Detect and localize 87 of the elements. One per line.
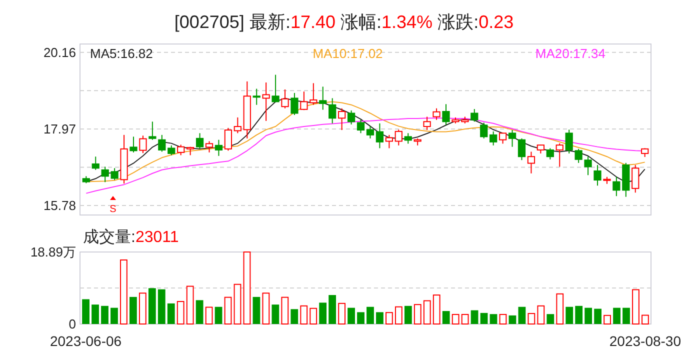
bar xyxy=(328,295,336,324)
bar xyxy=(158,289,166,324)
bar xyxy=(101,306,108,324)
candlestick xyxy=(376,122,384,149)
x-tick-label: 2023-08-30 xyxy=(609,333,682,349)
candlestick xyxy=(290,92,298,116)
bar xyxy=(167,303,175,324)
bar xyxy=(508,315,516,324)
candlestick xyxy=(148,121,156,140)
candlestick xyxy=(224,127,232,152)
candlestick xyxy=(546,148,554,160)
candlestick xyxy=(470,108,478,122)
y-tick-label: 20.16 xyxy=(43,44,76,60)
candlestick xyxy=(338,108,346,131)
candlestick xyxy=(556,142,564,168)
bar xyxy=(129,296,137,324)
bar xyxy=(546,314,554,324)
bar xyxy=(214,306,222,324)
candlestick xyxy=(527,151,536,174)
bar xyxy=(319,302,327,324)
candlestick xyxy=(490,130,498,146)
candlestick xyxy=(356,119,365,134)
chart-title: 成交量:23011 xyxy=(83,228,179,246)
y-tick-label: 18.89万 xyxy=(30,244,76,260)
bar xyxy=(366,306,374,324)
bar xyxy=(584,308,592,324)
annotation: S xyxy=(110,204,117,215)
bar xyxy=(290,309,298,324)
bar xyxy=(480,312,488,324)
bar xyxy=(566,306,574,324)
candlestick xyxy=(366,126,374,139)
bar xyxy=(404,306,412,324)
bar xyxy=(622,308,630,324)
candlestick xyxy=(498,132,507,144)
text: MA20:17.34 xyxy=(535,46,606,61)
candlestick xyxy=(319,86,327,110)
bar xyxy=(82,299,90,324)
candlestick xyxy=(347,110,356,125)
candlestick xyxy=(234,116,242,134)
candlestick xyxy=(92,156,100,170)
candlestick xyxy=(518,138,526,161)
bar xyxy=(490,314,498,324)
chart-title: [002705] 最新:17.40 涨幅:1.34% 涨跌:0.23 xyxy=(174,12,514,32)
candlestick xyxy=(262,82,270,122)
y-tick-label: 0 xyxy=(68,316,76,332)
candlestick xyxy=(281,88,289,109)
candlestick xyxy=(158,134,166,152)
candlestick xyxy=(139,135,147,154)
x-tick-label: 2023-06-06 xyxy=(50,333,122,349)
candlestick xyxy=(442,104,450,126)
candlestick xyxy=(480,122,488,139)
y-tick-label: 17.97 xyxy=(43,122,76,137)
bar xyxy=(272,304,280,324)
bar xyxy=(110,308,118,324)
candlestick xyxy=(168,144,176,156)
candlestick xyxy=(594,164,602,186)
candlestick xyxy=(205,140,214,153)
candlestick xyxy=(130,136,138,153)
bar xyxy=(92,304,99,324)
y-tick-label: 15.78 xyxy=(43,198,76,214)
candlestick xyxy=(177,144,185,156)
bar xyxy=(148,288,156,324)
bar xyxy=(594,308,602,324)
text: MA10:17.02 xyxy=(312,46,383,61)
bar xyxy=(470,310,478,324)
candlestick xyxy=(404,132,412,144)
bar xyxy=(442,311,450,324)
candlestick xyxy=(394,129,402,146)
bar xyxy=(252,296,260,324)
candlestick xyxy=(328,98,336,124)
bar xyxy=(518,306,526,324)
candlestick xyxy=(214,139,223,156)
candlestick xyxy=(432,108,440,120)
bar xyxy=(196,300,204,324)
candlestick xyxy=(272,74,280,102)
bar xyxy=(575,306,583,324)
candlestick xyxy=(385,134,393,149)
candlestick xyxy=(423,116,431,131)
candlestick xyxy=(196,132,204,150)
candlestick xyxy=(252,88,260,106)
bar xyxy=(357,312,364,324)
candlestick xyxy=(508,130,516,148)
candlestick xyxy=(632,164,640,194)
bar xyxy=(613,308,620,324)
text: MA5:16.82 xyxy=(90,46,153,61)
bar xyxy=(348,308,355,324)
bar xyxy=(376,312,384,324)
